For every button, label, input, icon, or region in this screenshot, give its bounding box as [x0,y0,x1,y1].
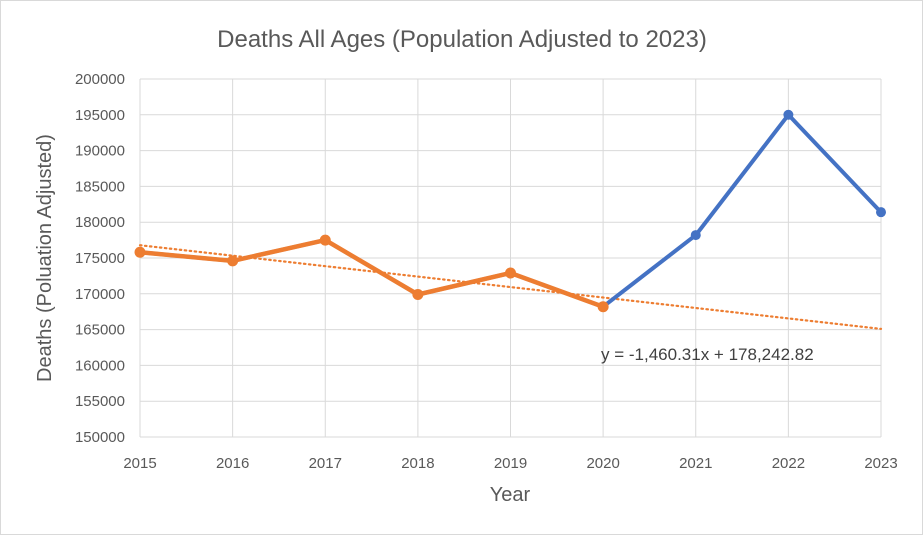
x-tick-label: 2016 [216,455,249,472]
y-tick-label: 195000 [75,107,125,124]
x-axis-title: Year [490,484,531,506]
y-tick-label: 200000 [75,71,125,88]
x-tick-label: 2023 [864,455,897,472]
x-tick-label: 2020 [586,455,619,472]
trendline [138,244,883,330]
data-point [412,289,424,301]
x-tick-label: 2017 [309,455,342,472]
x-tick-label: 2015 [123,455,156,472]
x-tick-label: 2018 [401,455,434,472]
trendline-equation-label: y = -1,460.31x + 178,242.82 [601,345,814,364]
trendline-line [138,244,883,330]
y-axis-tick-labels: 150000 155000 160000 165000 170000 175000 1800… [75,71,125,446]
data-point [134,246,146,258]
data-point [690,230,701,241]
data-point [227,255,239,267]
y-tick-label: 185000 [75,178,125,195]
data-point [783,109,794,120]
x-axis-tick-labels: 2015 2016 2017 2018 2019 2020 2021 2022 2023 [123,455,897,472]
y-tick-label: 190000 [75,143,125,160]
series-baseline [134,234,609,313]
y-tick-label: 165000 [75,322,125,339]
y-tick-label: 175000 [75,250,125,267]
y-tick-label: 160000 [75,357,125,374]
series-layer [134,109,886,313]
chart-title: Deaths All Ages (Population Adjusted to … [217,26,707,53]
data-point [597,301,609,313]
series-line-baseline [137,237,606,309]
y-tick-label: 170000 [75,286,125,303]
data-point [876,207,886,218]
y-tick-label: 180000 [75,214,125,231]
y-tick-label: 155000 [75,393,125,410]
y-axis-title: Deaths (Poluation Adjusted) [34,134,56,382]
x-tick-label: 2019 [494,455,527,472]
y-tick-label: 150000 [75,429,125,446]
x-tick-label: 2022 [772,455,805,472]
data-point [505,267,516,279]
data-point [319,234,331,246]
x-tick-label: 2021 [679,455,712,472]
